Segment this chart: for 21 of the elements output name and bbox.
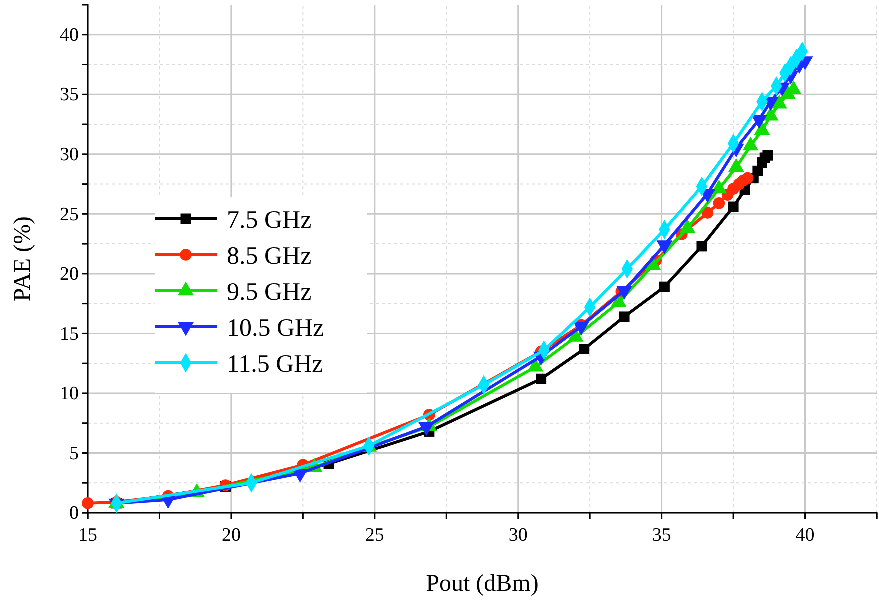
y-tick-label: 20 <box>60 264 79 286</box>
y-tick-label: 0 <box>70 503 79 524</box>
legend-label: 8.5 GHz <box>227 243 312 270</box>
x-tick-label: 35 <box>652 525 672 546</box>
y-tick-label: 10 <box>60 384 79 405</box>
legend-label: 9.5 GHz <box>227 279 312 306</box>
y-tick-label: 30 <box>60 144 79 166</box>
x-tick-label: 40 <box>796 525 815 546</box>
y-tick-label: 25 <box>60 204 79 226</box>
legend-label: 7.5 GHz <box>227 207 312 234</box>
x-tick-label: 20 <box>222 525 241 546</box>
y-tick-label: 35 <box>60 84 79 106</box>
y-axis-title: PAE (%) <box>10 216 36 302</box>
legend-label: 10.5 GHz <box>227 315 324 342</box>
y-tick-label: 15 <box>60 324 79 345</box>
y-tick-label: 5 <box>70 443 79 464</box>
x-axis-title: Pout (dBm) <box>426 571 539 597</box>
y-tick-label: 40 <box>60 24 79 46</box>
legend-label: 11.5 GHz <box>227 351 324 378</box>
x-tick-label: 30 <box>508 525 528 546</box>
x-tick-label: 25 <box>365 525 384 546</box>
